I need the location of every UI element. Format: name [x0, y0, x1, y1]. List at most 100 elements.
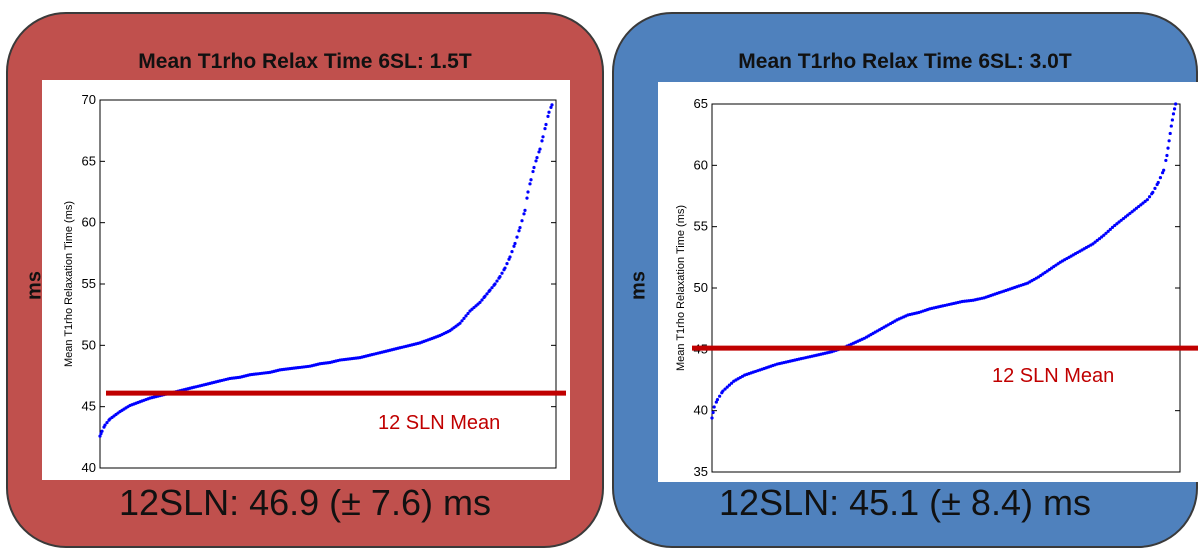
data-point — [1174, 102, 1178, 106]
y-tick-label: 35 — [694, 464, 708, 479]
data-point — [712, 405, 716, 409]
data-point — [729, 381, 734, 385]
summary-stat: 12SLN: 46.9 (± 7.6) ms — [119, 482, 491, 523]
y-tick-label: 70 — [82, 92, 96, 107]
data-point — [1126, 213, 1130, 217]
scatter-chart: 40 45 50 55 60 65 70 Mean T1rho Relaxation Time… — [63, 92, 566, 475]
outer-y-label: ms — [627, 271, 650, 300]
mean-line-label: 12 SLN Mean — [992, 365, 1114, 387]
y-axis-label: Mean T1rho Relaxation Time (ms) — [63, 201, 75, 367]
scatter-chart: 35404550556065Mean T1rho Relaxation Time… — [675, 96, 1198, 479]
y-tick-label: 50 — [694, 280, 708, 295]
y-tick-label: 40 — [82, 460, 96, 475]
data-point — [1097, 237, 1102, 241]
data-point — [1100, 235, 1104, 239]
data-point — [466, 311, 470, 316]
data-point — [1151, 190, 1155, 194]
chart-title: Mean T1rho Relax Time 6SL: 1.5T — [138, 50, 472, 73]
data-point — [1128, 211, 1132, 216]
data-point — [522, 212, 526, 216]
data-point — [1121, 216, 1126, 221]
data-point — [99, 432, 103, 436]
data-point — [1134, 206, 1139, 210]
data-point — [508, 255, 512, 259]
data-point — [1171, 112, 1176, 116]
data-point — [493, 282, 497, 286]
data-point — [105, 421, 109, 425]
data-series — [98, 103, 554, 438]
y-tick-label: 55 — [694, 219, 708, 234]
data-point — [549, 105, 553, 109]
panel-3-0t: Mean T1rho Relax Time 6SL: 3.0T ms 35404… — [612, 12, 1198, 548]
data-point — [528, 182, 532, 186]
data-point — [723, 387, 727, 391]
data-point — [100, 429, 104, 433]
data-point — [518, 225, 522, 230]
data-point — [1156, 180, 1160, 185]
y-tick-label: 40 — [694, 403, 708, 418]
data-point — [529, 178, 533, 182]
data-point — [550, 103, 554, 107]
data-point — [1108, 227, 1112, 231]
data-point — [1119, 218, 1123, 222]
y-tick-label: 45 — [82, 399, 96, 414]
data-point — [534, 159, 538, 163]
data-point — [1172, 107, 1177, 111]
plot-area: 40 45 50 55 60 65 70 Mean T1rho Relaxation Time… — [42, 80, 570, 480]
data-point — [531, 169, 535, 174]
data-point — [1158, 176, 1163, 180]
data-point — [1115, 222, 1119, 226]
data-point — [1167, 139, 1171, 143]
data-point — [520, 219, 524, 223]
data-point — [711, 410, 715, 415]
axes-frame — [711, 103, 1181, 473]
data-point — [500, 271, 504, 275]
data-point — [1095, 238, 1099, 243]
data-point — [1106, 229, 1110, 233]
panel-1-5t: Mean T1rho Relax Time 6SL: 1.5T ms 40 45 5… — [6, 12, 604, 548]
data-point — [458, 321, 462, 325]
data-point — [547, 110, 551, 114]
data-point — [503, 266, 507, 270]
y-tick-label: 60 — [82, 215, 96, 230]
data-point — [544, 122, 548, 127]
data-point — [1162, 168, 1166, 172]
data-point — [1123, 215, 1128, 219]
data-point — [721, 389, 725, 393]
data-point — [537, 150, 541, 154]
data-point — [517, 229, 521, 233]
data-point — [727, 383, 732, 387]
data-point — [714, 400, 718, 404]
data-point — [460, 319, 464, 323]
data-point — [1132, 208, 1136, 212]
data-point — [1160, 171, 1165, 175]
data-series — [710, 102, 1178, 420]
data-point — [718, 394, 722, 398]
data-point — [1117, 220, 1121, 224]
data-point — [512, 244, 516, 248]
data-point — [498, 275, 502, 279]
data-point — [526, 190, 530, 194]
data-point — [464, 314, 468, 318]
data-point — [495, 279, 499, 283]
data-point — [505, 262, 509, 266]
data-point — [1104, 231, 1108, 235]
data-point — [1110, 225, 1115, 230]
data-point — [462, 316, 466, 320]
data-point — [543, 127, 547, 131]
data-point — [490, 286, 494, 290]
data-point — [480, 298, 484, 302]
y-tick-label: 50 — [82, 337, 96, 352]
data-point — [103, 423, 107, 427]
data-point — [1145, 198, 1149, 202]
data-point — [525, 196, 529, 200]
summary-stat: 12SLN: 45.1 (± 8.4) ms — [719, 482, 1091, 523]
data-point — [478, 300, 482, 304]
data-point — [532, 165, 536, 170]
data-point — [523, 208, 527, 212]
data-point — [1165, 153, 1169, 158]
data-point — [546, 114, 550, 118]
data-point — [541, 135, 545, 139]
data-point — [488, 288, 492, 292]
data-point — [1168, 131, 1172, 136]
